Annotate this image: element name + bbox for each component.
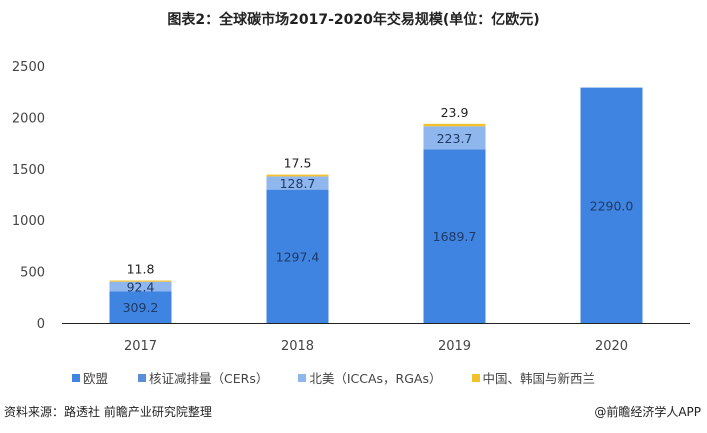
x-tick-label: 2017 (124, 339, 157, 354)
data-label: 1297.4 (276, 249, 320, 264)
chart-title: 图表2：全球碳市场2017-2020年交易规模(单位：亿欧元) (167, 12, 540, 28)
legend: 欧盟 核证减排量（CERs） 北美（ICCAs，RGAs） 中国、韩国与新西兰 (72, 368, 595, 387)
legend-label: 核证减排量（CERs） (149, 371, 269, 386)
y-tick-label: 0 (37, 317, 45, 332)
data-label: 23.9 (441, 105, 469, 120)
bar-segment (580, 87, 643, 323)
legend-item: 欧盟 (72, 368, 108, 387)
data-label: 92.4 (127, 279, 155, 294)
y-tick-label: 1500 (12, 163, 45, 178)
data-label: 2290.0 (590, 198, 634, 213)
legend-swatch (298, 373, 307, 382)
data-label: 1689.7 (433, 229, 477, 244)
data-label: 128.7 (280, 176, 316, 191)
y-tick-label: 1000 (12, 214, 45, 229)
y-tick-label: 2500 (12, 60, 45, 75)
legend-swatch (471, 373, 480, 382)
legend-swatch (72, 373, 80, 382)
x-tick-label: 2020 (595, 339, 628, 354)
bar-segment (266, 176, 329, 190)
bar-segment (109, 291, 172, 323)
y-tick-label: 500 (20, 266, 45, 281)
credit-note: @前瞻经济学人APP (594, 405, 701, 419)
bar-segment (266, 189, 329, 323)
data-label: 223.7 (437, 131, 473, 146)
data-label: 11.8 (127, 262, 155, 277)
source-note: 资料来源：路透社 前瞻产业研究院整理 (4, 405, 212, 419)
legend-item: 中国、韩国与新西兰 (471, 368, 596, 387)
bar-segment (423, 123, 486, 127)
x-tick-label: 2019 (438, 339, 471, 354)
data-label: 17.5 (284, 156, 312, 171)
bar-segment (423, 126, 486, 150)
legend-label: 北美（ICCAs，RGAs） (309, 371, 442, 386)
legend-label: 欧盟 (83, 371, 109, 386)
bar-segment (109, 281, 172, 292)
x-tick-label: 2018 (281, 339, 314, 354)
bar-segment (109, 280, 172, 282)
legend-swatch (138, 373, 147, 382)
legend-label: 中国、韩国与新西兰 (482, 371, 596, 386)
bar-segment (266, 174, 329, 177)
legend-item: 核证减排量（CERs） (138, 368, 268, 387)
y-tick-label: 2000 (12, 111, 45, 126)
data-label: 309.2 (123, 300, 159, 315)
legend-item: 北美（ICCAs，RGAs） (298, 368, 442, 387)
bar-segment (423, 149, 486, 323)
